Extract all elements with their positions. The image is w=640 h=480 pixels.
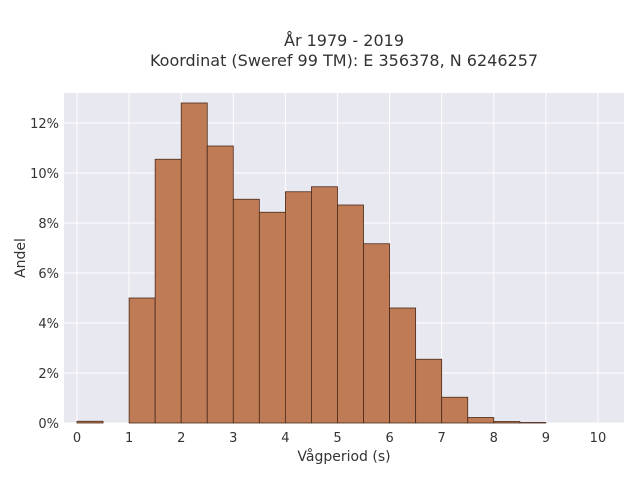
histogram-bar (311, 186, 338, 424)
y-tick-label: 4% (38, 317, 59, 332)
histogram-bar (232, 198, 260, 424)
x-tick-label: 9 (542, 431, 550, 446)
x-axis-ticks: 0 1 2 3 4 5 6 7 8 9 10 (73, 431, 606, 446)
y-tick-label: 6% (38, 267, 59, 282)
y-tick-label: 12% (30, 117, 59, 132)
histogram-bar (337, 204, 364, 424)
x-tick-label: 6 (385, 431, 393, 446)
histogram-bar (284, 191, 312, 424)
y-axis-label: Andel (13, 238, 29, 278)
x-tick-label: 2 (177, 431, 185, 446)
chart-title-line2: Koordinat (Sweref 99 TM): E 356378, N 62… (150, 51, 538, 70)
y-axis-ticks: 0% 2% 4% 6% 8% 10% 12% (30, 117, 59, 432)
histogram-bar (128, 297, 156, 424)
x-tick-label: 5 (333, 431, 341, 446)
histogram-bar (206, 145, 234, 424)
histogram-bar (180, 102, 208, 424)
histogram-bar (467, 417, 495, 424)
histogram-bar (493, 421, 521, 424)
histogram-bar (154, 158, 182, 424)
x-tick-label: 3 (229, 431, 237, 446)
x-tick-label: 1 (125, 431, 133, 446)
histogram-bar (519, 422, 547, 424)
histogram-bar (76, 420, 104, 424)
bars (76, 102, 547, 424)
x-tick-label: 4 (281, 431, 289, 446)
y-tick-label: 8% (38, 217, 59, 232)
y-tick-label: 0% (38, 417, 59, 432)
x-tick-label: 10 (590, 431, 607, 446)
histogram-bar (415, 358, 443, 424)
histogram-bar (441, 396, 469, 424)
y-tick-label: 2% (38, 367, 59, 382)
chart-title-line1: År 1979 - 2019 (284, 31, 404, 50)
histogram-bar (389, 307, 417, 424)
x-tick-label: 7 (438, 431, 446, 446)
histogram-bar (258, 211, 286, 424)
histogram-bar (363, 243, 390, 424)
x-axis-label: Vågperiod (s) (297, 448, 390, 465)
y-tick-label: 10% (30, 167, 59, 182)
x-tick-label: 8 (490, 431, 498, 446)
x-tick-label: 0 (73, 431, 81, 446)
